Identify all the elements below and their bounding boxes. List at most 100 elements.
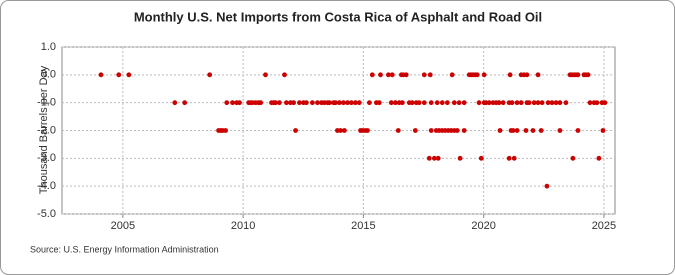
point <box>594 100 600 106</box>
y-tick-label: 0.0 <box>41 69 56 81</box>
point <box>376 100 382 106</box>
point <box>182 100 188 106</box>
y-tick-label: 1.0 <box>41 41 56 53</box>
y-tick-label: -2.0 <box>37 124 56 136</box>
point <box>507 72 513 78</box>
point <box>538 128 544 133</box>
point <box>478 155 484 161</box>
point <box>454 128 460 133</box>
point <box>315 100 320 106</box>
y-axis-label: Thousand Barrels per Day <box>38 65 50 194</box>
point <box>506 155 512 161</box>
point <box>510 128 516 133</box>
point <box>369 72 375 78</box>
point <box>544 183 550 189</box>
y-tick-label: -5.0 <box>37 208 56 220</box>
point <box>427 72 433 78</box>
y-tick-label: -4.0 <box>37 180 56 192</box>
point <box>389 72 395 78</box>
point <box>412 128 418 133</box>
point <box>518 100 524 106</box>
point <box>451 100 457 106</box>
point <box>428 100 434 106</box>
point <box>365 128 370 133</box>
point <box>457 155 463 161</box>
point <box>511 155 517 161</box>
point <box>553 100 559 106</box>
point <box>557 100 563 106</box>
point <box>602 100 608 106</box>
point <box>353 100 358 106</box>
point <box>600 128 606 133</box>
point <box>303 100 309 106</box>
point <box>486 100 492 106</box>
point <box>333 100 338 106</box>
point <box>421 72 427 78</box>
y-tick-label: -1.0 <box>37 97 56 109</box>
point <box>341 100 346 106</box>
point <box>277 100 282 106</box>
point <box>395 128 401 133</box>
x-tick-label: 2020 <box>471 220 495 232</box>
point <box>392 100 398 106</box>
point <box>263 72 268 78</box>
x-tick-label: 2015 <box>351 220 375 232</box>
x-tick-label: 2005 <box>111 220 135 232</box>
point <box>575 128 581 133</box>
point <box>439 100 445 106</box>
point <box>434 100 440 106</box>
point <box>596 155 602 161</box>
point <box>273 100 278 106</box>
point <box>293 128 298 133</box>
point <box>421 100 427 106</box>
point <box>500 100 506 106</box>
source: Source: U.S. Energy Information Administ… <box>30 244 219 254</box>
point <box>327 100 332 106</box>
point <box>563 100 569 106</box>
point <box>514 100 520 106</box>
point <box>570 155 576 161</box>
point <box>336 100 342 106</box>
point <box>345 100 350 106</box>
point <box>416 100 422 106</box>
point <box>461 100 467 106</box>
point <box>509 100 515 106</box>
point <box>403 72 409 78</box>
point <box>585 72 591 78</box>
point <box>348 100 354 106</box>
point <box>456 100 462 106</box>
point <box>399 100 405 106</box>
point <box>539 100 545 106</box>
point <box>126 72 132 78</box>
point <box>98 72 104 78</box>
point <box>297 100 302 106</box>
point <box>282 72 287 78</box>
chart-title: Monthly U.S. Net Imports from Costa Rica… <box>134 9 542 24</box>
point <box>428 128 434 133</box>
y-tick-label: -3.0 <box>37 152 56 164</box>
point <box>386 72 391 78</box>
point <box>461 128 467 133</box>
point <box>258 100 264 106</box>
point <box>388 100 394 106</box>
point <box>310 100 315 106</box>
point <box>481 72 487 78</box>
point <box>531 100 537 106</box>
point <box>496 100 502 106</box>
point <box>526 100 532 106</box>
point <box>549 100 555 106</box>
point <box>474 72 480 78</box>
point <box>523 128 529 133</box>
point <box>444 100 450 106</box>
point <box>237 100 242 106</box>
point <box>449 72 455 78</box>
point <box>497 128 503 133</box>
point <box>431 155 437 161</box>
point <box>172 100 178 106</box>
point <box>557 128 563 133</box>
point <box>409 100 415 106</box>
point <box>207 72 213 78</box>
point <box>587 100 593 106</box>
point <box>356 100 362 106</box>
point <box>514 128 520 133</box>
